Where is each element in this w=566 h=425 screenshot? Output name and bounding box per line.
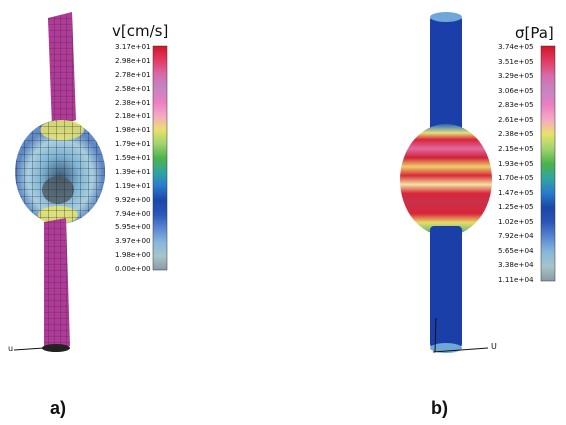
colorbar-tick-label: 2.38e+05 bbox=[498, 129, 534, 139]
colorbar-tick-label: 3.17e+01 bbox=[115, 42, 151, 51]
upper-vessel-segment-b bbox=[430, 16, 462, 134]
colorbar-tick-label: 9.92e+00 bbox=[115, 194, 151, 204]
colorbar-tick-label: 1.98e+01 bbox=[115, 125, 151, 135]
stress-colorbar bbox=[540, 45, 556, 282]
colorbar-tick-label: 5.95e+00 bbox=[115, 222, 151, 232]
colorbar-tick-label: 3.74e+05 bbox=[498, 42, 534, 51]
colorbar-tick-label: 1.59e+01 bbox=[115, 153, 151, 162]
axis-letter-b: U bbox=[491, 342, 497, 351]
colorbar-tick-label: 1.25e+05 bbox=[498, 202, 534, 212]
colorbar-tick-label: 7.92e+04 bbox=[498, 231, 534, 241]
colorbar-tick-label: 3.51e+05 bbox=[498, 56, 534, 66]
colorbar-tick-label: 5.65e+04 bbox=[498, 245, 534, 255]
aneurysm-bulb-b bbox=[400, 124, 492, 236]
colorbar-tick-label: 3.29e+05 bbox=[498, 71, 534, 81]
colorbar-tick-label: 7.94e+00 bbox=[115, 208, 151, 218]
panel-a-velocity: v[cm/s] 3.17e+01 2.98e+01 2.78e+01 2.58e+01… bbox=[8, 12, 169, 418]
stress-legend-title: σ[Pa] bbox=[515, 24, 554, 42]
colorbar-tick-label: 1.79e+01 bbox=[115, 139, 151, 149]
colorbar-tick-label: 3.97e+00 bbox=[115, 236, 151, 246]
upper-vessel-segment bbox=[48, 12, 76, 128]
colorbar-tick-label: 2.98e+01 bbox=[115, 55, 151, 65]
axis-line-a bbox=[13, 347, 45, 351]
colorbar-tick-label: 2.58e+01 bbox=[115, 83, 151, 93]
bulb-mesh bbox=[15, 120, 105, 224]
lower-vessel-segment-b bbox=[430, 226, 462, 348]
colorbar-tick-label: 1.39e+01 bbox=[115, 166, 151, 176]
colorbar-tick-label: 2.83e+05 bbox=[498, 100, 534, 110]
colorbar-tick-label: 1.70e+05 bbox=[498, 173, 534, 183]
colorbar-tick-label: 2.61e+05 bbox=[498, 114, 534, 124]
colorbar-tick-label: 2.38e+01 bbox=[115, 97, 151, 107]
velocity-colorbar bbox=[152, 45, 168, 271]
colorbar-tick-label: 1.98e+00 bbox=[115, 250, 151, 260]
vessel-outlet bbox=[42, 344, 70, 352]
panel-a-label: a) bbox=[50, 398, 67, 418]
panel-a-render bbox=[13, 12, 168, 352]
panel-b-render bbox=[400, 12, 556, 353]
lower-vessel-segment bbox=[44, 218, 70, 350]
axis-line-b-vertical bbox=[434, 317, 437, 353]
colorbar-tick-label: 1.19e+01 bbox=[115, 180, 151, 190]
colorbar-tick-label: 2.15e+05 bbox=[498, 143, 534, 153]
axis-letter-a: u bbox=[8, 344, 14, 353]
colorbar-tick-label: 1.02e+05 bbox=[498, 216, 534, 226]
colorbar-tick-label: 3.06e+05 bbox=[498, 85, 534, 95]
panel-b-stress: σ[Pa] 3.74e+05 3.51e+05 3.29e+05 3.06e+05 2.… bbox=[283, 0, 566, 425]
colorbar-tick-label: 3.38e+04 bbox=[498, 260, 534, 270]
panel-b-label: b) bbox=[431, 398, 448, 418]
velocity-legend-title: v[cm/s] bbox=[112, 22, 169, 40]
axis-line-b-horizontal bbox=[432, 347, 489, 353]
colorbar-tick-label: 0.00e+00 bbox=[115, 264, 151, 273]
colorbar-tick-label: 1.93e+05 bbox=[498, 158, 534, 168]
colorbar-tick-label: 2.78e+01 bbox=[115, 69, 151, 79]
upper-vessel-cap bbox=[430, 12, 462, 22]
colorbar-tick-label: 2.18e+01 bbox=[115, 111, 151, 121]
colorbar-tick-label: 1.11e+04 bbox=[498, 275, 534, 284]
colorbar-tick-label: 1.47e+05 bbox=[498, 187, 534, 197]
